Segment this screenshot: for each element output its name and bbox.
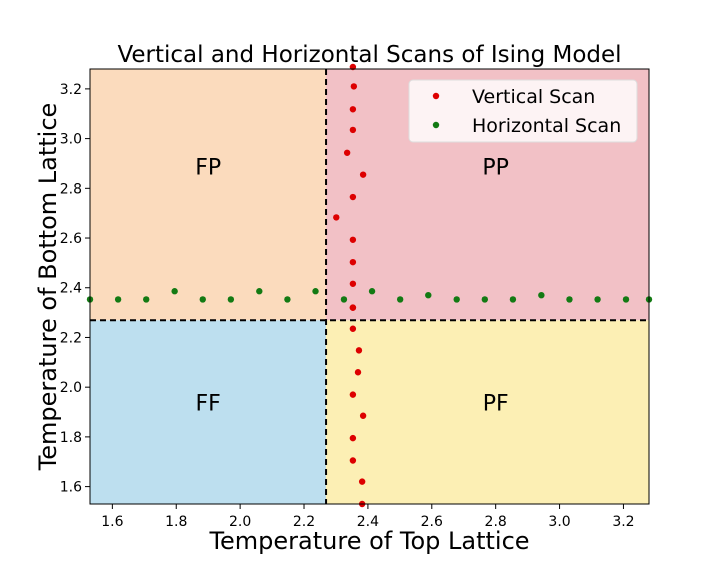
horizontal-scan-point <box>227 296 235 303</box>
vertical-scan-point <box>349 304 357 311</box>
legend-label-horizontal-scan: Horizontal Scan <box>472 115 621 137</box>
y-tick-label: 2.0 <box>60 380 82 396</box>
vertical-scan-point <box>350 83 358 90</box>
vertical-scan-point <box>349 434 357 442</box>
horizontal-scan-point <box>453 296 460 303</box>
legend-marker-vertical-scan <box>432 92 440 100</box>
chart-title: Vertical and Horizontal Scans of Ising M… <box>117 42 621 68</box>
legend-box <box>408 79 638 143</box>
vertical-scan-point <box>349 391 357 398</box>
x-tick-label: 2.2 <box>293 514 315 530</box>
x-tick-label: 3.2 <box>612 514 634 530</box>
vertical-scan-point <box>349 325 357 332</box>
y-tick-label: 2.4 <box>60 281 82 297</box>
y-tick-label: 2.2 <box>60 330 82 346</box>
x-tick-label: 2.8 <box>485 514 507 530</box>
horizontal-scan-point <box>566 296 573 303</box>
horizontal-scan-point <box>538 292 545 299</box>
legend: Vertical Scan Horizontal Scan <box>408 79 638 143</box>
y-tick-label: 2.8 <box>60 181 82 197</box>
x-tick-label: 3.0 <box>548 514 570 530</box>
vertical-scan-point <box>354 369 362 376</box>
horizontal-scan-point <box>509 296 517 303</box>
vertical-scan-point <box>349 106 357 113</box>
horizontal-scan-point <box>340 296 348 303</box>
region-ff <box>90 320 327 504</box>
plot-frame <box>89 68 650 505</box>
y-tick-label: 1.8 <box>60 430 82 446</box>
y-tick-label: 3.2 <box>60 82 82 98</box>
region-label-pp: PP <box>482 155 509 180</box>
quadrant-labels: FP PP FF PF <box>195 155 509 416</box>
data-points <box>86 63 653 508</box>
region-pf <box>326 320 649 504</box>
region-label-pf: PF <box>483 392 509 417</box>
vertical-scan-point <box>349 193 357 201</box>
horizontal-scan-point <box>143 296 150 303</box>
horizontal-scan-point <box>171 288 178 295</box>
x-tick-label: 1.6 <box>101 514 123 530</box>
axis-ticks: 1.6 1.8 2.0 2.2 2.4 2.6 2.8 3.0 3.2 1.6 1.8 2.0 2.2 2… <box>60 82 635 530</box>
vertical-scan-point <box>358 478 366 485</box>
horizontal-scan-point <box>199 296 206 303</box>
x-tick-label: 2.0 <box>229 514 251 530</box>
x-tick-label: 2.4 <box>357 514 379 530</box>
horizontal-scan-point <box>594 296 601 303</box>
vertical-scan-point <box>359 171 367 178</box>
horizontal-scan-point <box>425 292 432 299</box>
horizontal-scan-point <box>396 296 404 303</box>
vertical-scan-point <box>343 149 351 156</box>
y-axis-label: Temperature of Bottom Lattice <box>34 103 62 472</box>
y-tick-label: 2.6 <box>60 231 82 247</box>
vertical-scan-point <box>333 214 340 221</box>
vertical-scan-point <box>359 412 367 419</box>
x-tick-label: 2.6 <box>421 514 443 530</box>
legend-marker-horizontal-scan <box>432 121 440 129</box>
vertical-scan-point <box>349 236 357 243</box>
vertical-scan-point <box>355 347 363 354</box>
y-tick-label: 1.6 <box>60 480 82 496</box>
legend-label-vertical-scan: Vertical Scan <box>472 86 595 108</box>
horizontal-scan-point <box>622 296 630 303</box>
vertical-scan-point <box>349 280 357 287</box>
critical-temperature-lines <box>90 69 649 504</box>
horizontal-scan-point <box>312 288 319 295</box>
region-label-fp: FP <box>195 155 221 180</box>
region-fp <box>90 69 327 321</box>
horizontal-scan-point <box>114 296 122 303</box>
vertical-scan-point <box>349 457 357 464</box>
y-tick-label: 3.0 <box>60 132 82 148</box>
vertical-scan-point <box>349 126 357 134</box>
x-axis-label: Temperature of Top Lattice <box>208 527 529 555</box>
horizontal-scan-point <box>284 296 291 303</box>
region-label-ff: FF <box>196 392 221 417</box>
horizontal-scan-point <box>481 296 489 303</box>
x-tick-label: 1.8 <box>165 514 187 530</box>
horizontal-scan-point <box>256 288 263 295</box>
vertical-scan-point <box>349 258 357 266</box>
horizontal-scan-point <box>368 288 376 295</box>
